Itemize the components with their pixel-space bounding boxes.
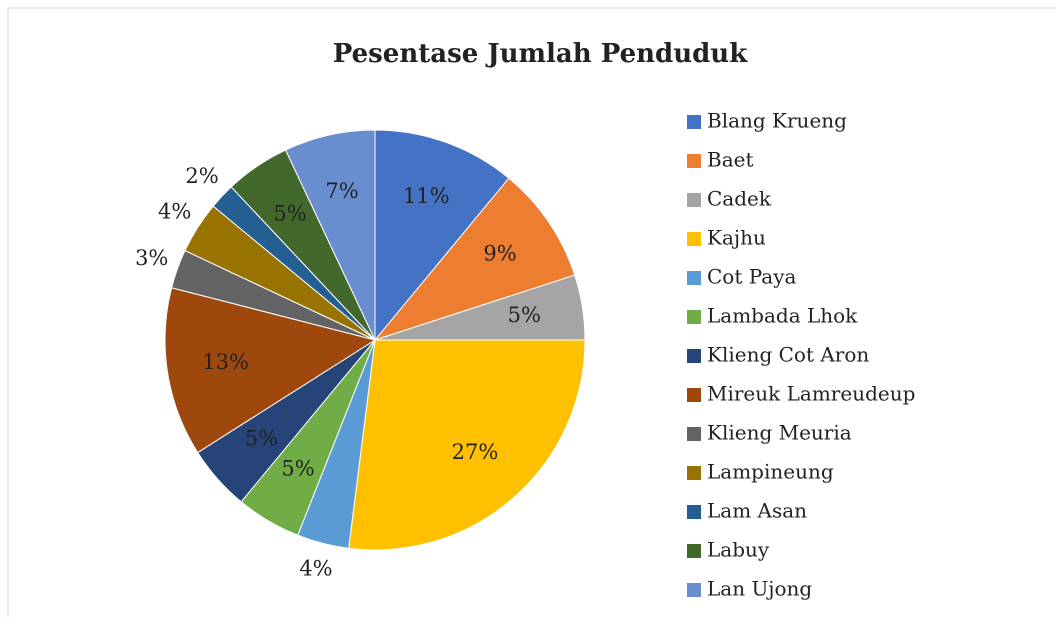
- data-label: 7%: [325, 179, 358, 203]
- legend-label: Lambada Lhok: [707, 304, 858, 328]
- legend-swatch: [687, 349, 701, 363]
- data-label: 13%: [202, 350, 249, 374]
- legend-swatch: [687, 271, 701, 285]
- legend-label: Baet: [707, 148, 754, 172]
- chart: Pesentase Jumlah Penduduk 11% 9% 5% 27% 4% 5%…: [0, 0, 1056, 617]
- page: {"chart_data": {"type": "pie", "title": …: [0, 0, 1056, 617]
- chart-title: Pesentase Jumlah Penduduk: [333, 39, 748, 69]
- legend-swatch: [687, 232, 701, 246]
- legend-label: Blang Krueng: [707, 109, 847, 133]
- legend-label: Cadek: [707, 187, 772, 211]
- legend-swatch: [687, 388, 701, 402]
- legend-swatch: [687, 154, 701, 168]
- data-label: 5%: [245, 426, 278, 450]
- data-label: 5%: [508, 303, 541, 327]
- legend-swatch: [687, 310, 701, 324]
- legend-swatch: [687, 466, 701, 480]
- legend-swatch: [687, 544, 701, 558]
- legend-label: Klieng Meuria: [707, 421, 852, 445]
- data-label: 5%: [273, 201, 306, 225]
- data-label: 5%: [281, 457, 314, 481]
- legend-label: Labuy: [707, 538, 770, 562]
- legend-swatch: [687, 115, 701, 129]
- data-label: 11%: [403, 184, 450, 208]
- legend-label: Lan Ujong: [707, 577, 812, 601]
- data-label: 2%: [185, 164, 218, 188]
- legend-swatch: [687, 505, 701, 519]
- data-label: 4%: [299, 556, 332, 580]
- data-label: 27%: [452, 440, 499, 464]
- legend-label: Lam Asan: [707, 499, 807, 523]
- legend-label: Lampineung: [707, 460, 834, 484]
- legend-label: Klieng Cot Aron: [707, 343, 869, 367]
- legend-swatch: [687, 193, 701, 207]
- legend-label: Kajhu: [707, 226, 766, 250]
- data-label: 3%: [135, 246, 168, 270]
- data-label: 4%: [158, 199, 191, 223]
- data-label: 9%: [483, 242, 516, 266]
- legend-label: Cot Paya: [707, 265, 797, 289]
- legend-swatch: [687, 583, 701, 597]
- legend-swatch: [687, 427, 701, 441]
- legend-label: Mireuk Lamreudeup: [707, 382, 915, 406]
